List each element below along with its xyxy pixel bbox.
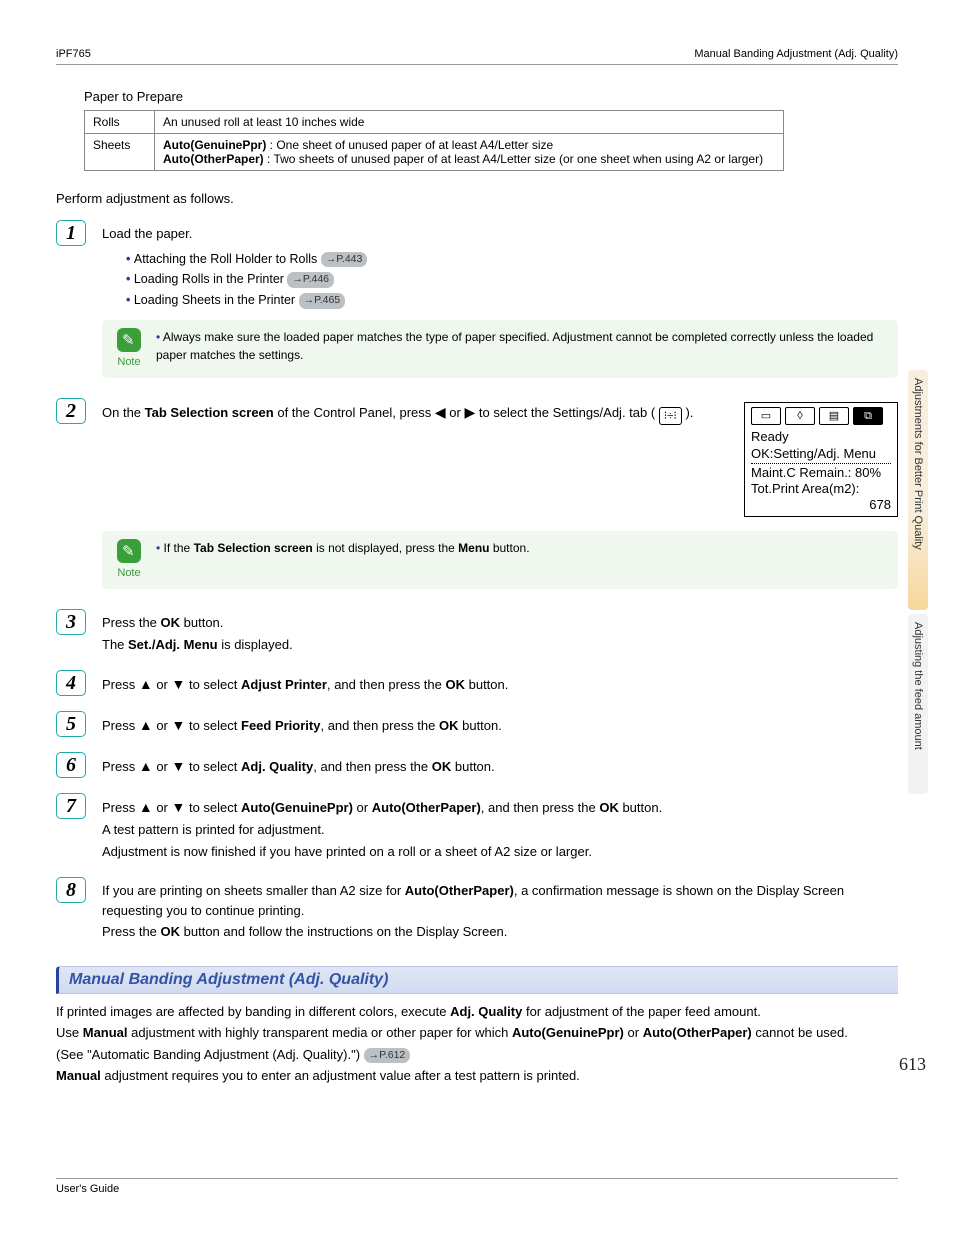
- body-text: (See "Automatic Banding Adjustment (Adj.…: [56, 1045, 898, 1065]
- note-label: Note: [112, 354, 146, 371]
- step-3: 3 Press the OK button. The Set./Adj. Men…: [56, 609, 898, 656]
- list-item: Loading Sheets in the Printer →P.465: [126, 291, 898, 310]
- paper-table: Rolls An unused roll at least 10 inches …: [84, 110, 784, 171]
- lcd-tab: ▭: [751, 407, 781, 425]
- lcd-tab: ▤: [819, 407, 849, 425]
- step-number: 3: [56, 609, 86, 635]
- lcd-line: 678: [751, 497, 891, 513]
- step-number: 4: [56, 670, 86, 696]
- table-row: Sheets Auto(GenuinePpr) : One sheet of u…: [85, 134, 784, 171]
- step-number: 7: [56, 793, 86, 819]
- down-arrow-icon: ▼: [172, 758, 186, 774]
- lcd-line: Tot.Print Area(m2):: [751, 481, 891, 497]
- lcd-tab: ◊: [785, 407, 815, 425]
- step-text: Load the paper.: [102, 224, 898, 244]
- page-ref[interactable]: →P.465: [299, 293, 346, 309]
- up-arrow-icon: ▲: [139, 676, 153, 692]
- step-6: 6 Press ▲ or ▼ to select Adj. Quality, a…: [56, 752, 898, 779]
- step-text: Press the OK button and follow the instr…: [102, 922, 898, 942]
- sidebar-tab[interactable]: Adjustments for Better Print Quality: [908, 370, 928, 610]
- lcd-display: ▭ ◊ ▤ ⧉ Ready OK:Setting/Adj. Menu Maint…: [744, 402, 898, 516]
- note-icon: [117, 328, 141, 352]
- list-item: Attaching the Roll Holder to Rolls →P.44…: [126, 250, 898, 269]
- table-row: Rolls An unused roll at least 10 inches …: [85, 111, 784, 134]
- page-ref[interactable]: →P.612: [364, 1048, 411, 1064]
- cell-label: Rolls: [85, 111, 155, 134]
- page-ref[interactable]: →P.443: [321, 252, 368, 268]
- note-label: Note: [112, 565, 146, 582]
- step-text: Adjustment is now finished if you have p…: [102, 842, 898, 862]
- note-text: Always make sure the loaded paper matche…: [156, 328, 888, 364]
- step-8: 8 If you are printing on sheets smaller …: [56, 877, 898, 944]
- step-text: Press ▲ or ▼ to select Adjust Printer, a…: [102, 674, 898, 695]
- lcd-line: Maint.C Remain.: 80%: [751, 465, 891, 481]
- step-text: Press ▲ or ▼ to select Adj. Quality, and…: [102, 756, 898, 777]
- step-number: 5: [56, 711, 86, 737]
- list-item: Loading Rolls in the Printer →P.446: [126, 270, 898, 289]
- cell-text: Auto(GenuinePpr) : One sheet of unused p…: [155, 134, 784, 171]
- lcd-line: Ready: [751, 429, 891, 445]
- step-text: A test pattern is printed for adjustment…: [102, 820, 898, 840]
- paper-table-title: Paper to Prepare: [84, 89, 898, 104]
- step-text: Press ▲ or ▼ to select Feed Priority, an…: [102, 715, 898, 736]
- step-text: Press ▲ or ▼ to select Auto(GenuinePpr) …: [102, 797, 898, 818]
- body-text: Manual adjustment requires you to enter …: [56, 1066, 898, 1086]
- up-arrow-icon: ▲: [139, 717, 153, 733]
- footer-text: User's Guide: [56, 1183, 119, 1195]
- down-arrow-icon: ▼: [172, 717, 186, 733]
- header-left: iPF765: [56, 48, 91, 60]
- cell-text: An unused roll at least 10 inches wide: [155, 111, 784, 134]
- note-icon: [117, 539, 141, 563]
- up-arrow-icon: ▲: [139, 758, 153, 774]
- body-text: If printed images are affected by bandin…: [56, 1002, 898, 1022]
- right-arrow-icon: ▶: [464, 404, 475, 420]
- down-arrow-icon: ▼: [172, 799, 186, 815]
- note-text: If the Tab Selection screen is not displ…: [156, 539, 530, 557]
- intro-text: Perform adjustment as follows.: [56, 191, 898, 206]
- page-header: iPF765 Manual Banding Adjustment (Adj. Q…: [56, 48, 898, 65]
- step-number: 2: [56, 398, 86, 424]
- cell-label: Sheets: [85, 134, 155, 171]
- sidebar-tab[interactable]: Adjusting the feed amount: [908, 614, 928, 794]
- lcd-line: OK:Setting/Adj. Menu: [751, 446, 891, 464]
- step-2: 2 ▭ ◊ ▤ ⧉ Ready OK:Setting/Adj. Menu Mai…: [56, 398, 898, 595]
- step-text: If you are printing on sheets smaller th…: [102, 881, 898, 920]
- up-arrow-icon: ▲: [139, 799, 153, 815]
- lcd-tab-selected: ⧉: [853, 407, 883, 425]
- note-box: Note If the Tab Selection screen is not …: [102, 531, 898, 590]
- step-number: 6: [56, 752, 86, 778]
- body-text: Use Manual adjustment with highly transp…: [56, 1023, 898, 1043]
- settings-tab-icon: ⁝÷⁝: [659, 407, 682, 425]
- step-1: 1 Load the paper. Attaching the Roll Hol…: [56, 220, 898, 384]
- page-footer: User's Guide: [56, 1178, 898, 1195]
- sidebar-tabs: Adjustments for Better Print Quality Adj…: [908, 370, 936, 810]
- step-7: 7 Press ▲ or ▼ to select Auto(GenuinePpr…: [56, 793, 898, 863]
- page-ref[interactable]: →P.446: [287, 272, 334, 288]
- step-text: The Set./Adj. Menu is displayed.: [102, 635, 898, 655]
- down-arrow-icon: ▼: [172, 676, 186, 692]
- section-title: Manual Banding Adjustment (Adj. Quality): [56, 966, 898, 994]
- step-4: 4 Press ▲ or ▼ to select Adjust Printer,…: [56, 670, 898, 697]
- note-box: Note Always make sure the loaded paper m…: [102, 320, 898, 379]
- page-number: 613: [899, 1054, 926, 1075]
- step-number: 1: [56, 220, 86, 246]
- left-arrow-icon: ◀: [435, 404, 446, 420]
- step-text: Press the OK button.: [102, 613, 898, 633]
- step-number: 8: [56, 877, 86, 903]
- bullet-list: Attaching the Roll Holder to Rolls →P.44…: [126, 250, 898, 310]
- step-5: 5 Press ▲ or ▼ to select Feed Priority, …: [56, 711, 898, 738]
- header-right: Manual Banding Adjustment (Adj. Quality): [694, 48, 898, 60]
